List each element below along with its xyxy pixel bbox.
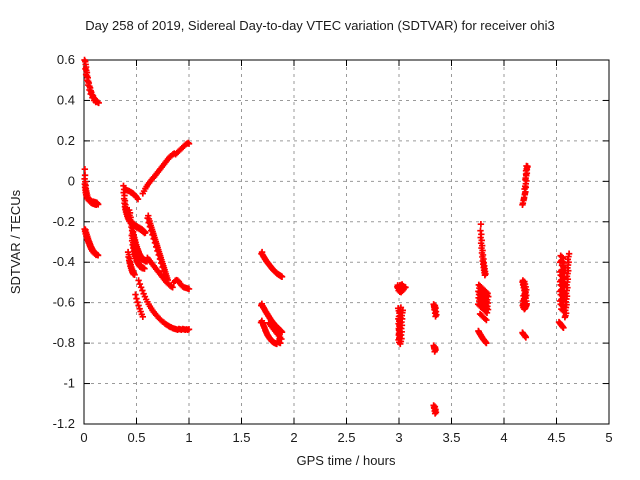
x-tick-label: 5 [605, 430, 612, 445]
data-series-marker-set [81, 56, 573, 417]
x-tick-label: 3.5 [442, 430, 460, 445]
y-tick-label: -1 [63, 376, 75, 391]
y-tick-label: 0.2 [57, 133, 75, 148]
y-tick-label: 0.4 [57, 92, 75, 107]
y-tick-labels: 0.6 0.4 0.2 0 -0.2 -0.4 -0.6 -0.8 -1 -1.2 [53, 52, 75, 431]
data-points [81, 56, 573, 417]
x-tick-label: 1.5 [232, 430, 250, 445]
x-tick-label: 4 [500, 430, 507, 445]
x-tick-labels: 0 0.5 1 1.5 2 2.5 3 3.5 4 4.5 5 [80, 430, 612, 445]
axis-ticks [83, 59, 610, 425]
x-tick-label: 2.5 [337, 430, 355, 445]
y-axis-title: SDTVAR / TECUs [8, 189, 23, 294]
y-tick-label: -0.2 [53, 214, 75, 229]
y-tick-label: -1.2 [53, 416, 75, 431]
y-tick-label: -0.4 [53, 254, 75, 269]
y-tick-label: -0.6 [53, 295, 75, 310]
x-tick-label: 2 [290, 430, 297, 445]
x-tick-label: 1 [185, 430, 192, 445]
x-tick-label: 4.5 [547, 430, 565, 445]
x-tick-label: 0 [80, 430, 87, 445]
x-tick-label: 0.5 [127, 430, 145, 445]
grid-lines [84, 60, 609, 424]
x-tick-label: 3 [395, 430, 402, 445]
y-tick-label: -0.8 [53, 335, 75, 350]
y-tick-label: 0.6 [57, 52, 75, 67]
page-title: Day 258 of 2019, Sidereal Day-to-day VTE… [85, 18, 555, 33]
y-tick-label: 0 [68, 173, 75, 188]
x-axis-title: GPS time / hours [297, 453, 396, 468]
